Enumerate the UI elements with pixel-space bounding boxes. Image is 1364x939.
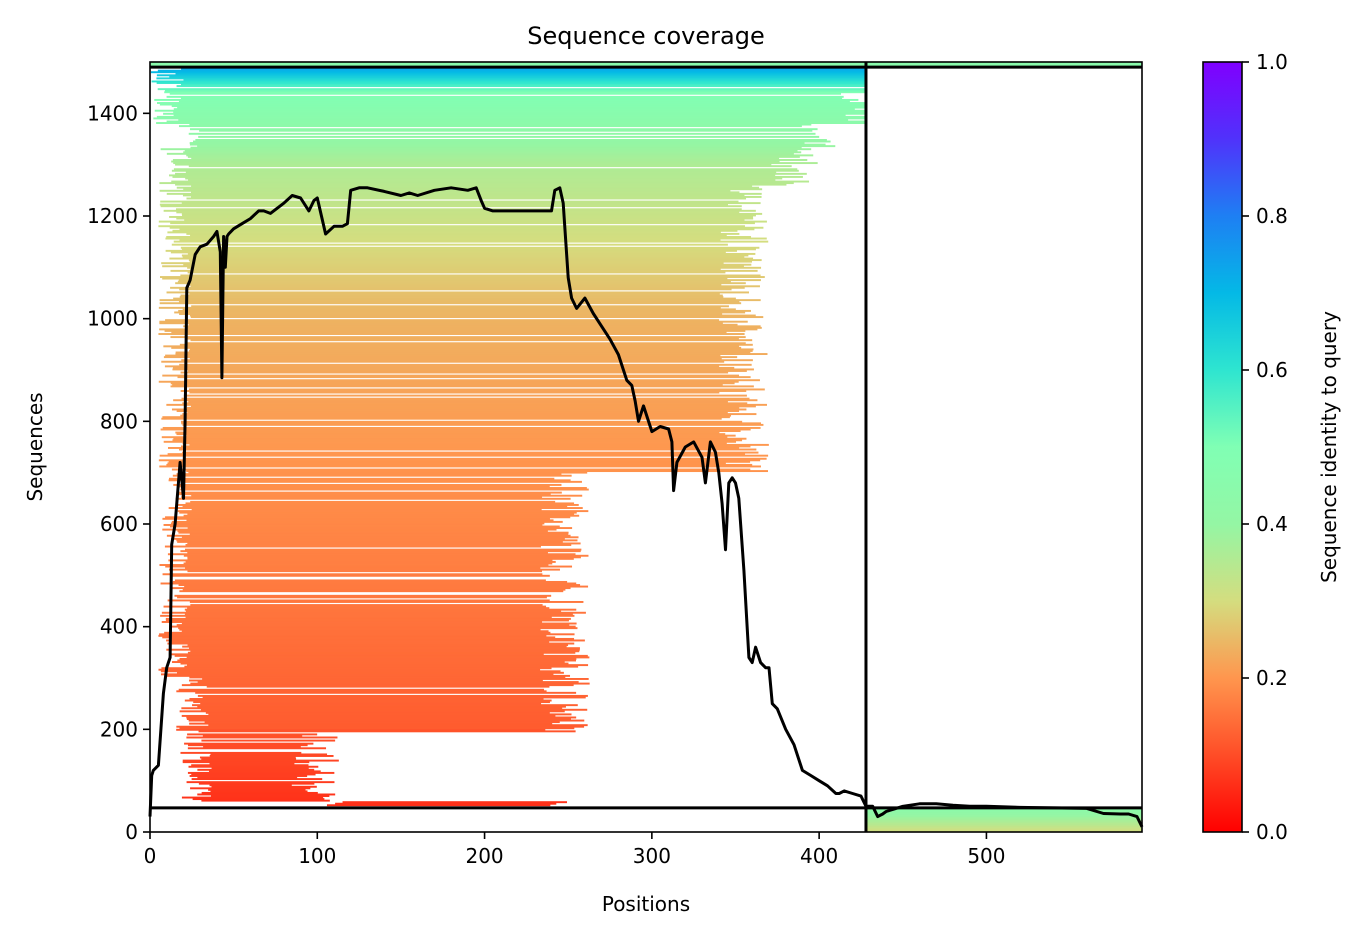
colorbar-tick-label: 0.6 (1256, 358, 1288, 382)
colorbar-tick-label: 1.0 (1256, 50, 1288, 74)
colorbar-axis: 0.0 0.2 0.4 0.6 0.8 1.0 (1242, 50, 1288, 844)
colorbar-tick-label: 0.2 (1256, 666, 1288, 690)
y-tick-label: 400 (100, 615, 138, 639)
chart-title: Sequence coverage (527, 22, 764, 50)
colorbar-tick-label: 0.4 (1256, 512, 1288, 536)
colorbar (1202, 61, 1243, 833)
x-axis: 0 100 200 300 400 500 (144, 832, 1006, 868)
y-tick-label: 800 (100, 409, 138, 433)
coverage-heatmap (150, 62, 1142, 832)
x-tick-label: 400 (800, 844, 838, 868)
y-tick-label: 200 (100, 717, 138, 741)
segment-separators (150, 62, 1142, 832)
y-tick-label: 0 (125, 820, 138, 844)
y-tick-label: 1400 (87, 101, 138, 125)
colorbar-tick-label: 0.0 (1256, 820, 1288, 844)
colorbar-title: Sequence identity to query (1317, 311, 1341, 583)
x-tick-label: 0 (144, 844, 157, 868)
y-axis: 0 200 400 600 800 1000 1200 1400 (87, 101, 150, 844)
y-tick-label: 600 (100, 512, 138, 536)
colorbar-tick-label: 0.8 (1256, 204, 1288, 228)
y-axis-title: Sequences (23, 392, 47, 501)
x-tick-label: 100 (298, 844, 336, 868)
x-tick-label: 300 (633, 844, 671, 868)
y-tick-label: 1000 (87, 307, 138, 331)
x-axis-title: Positions (602, 892, 690, 916)
x-tick-label: 200 (465, 844, 503, 868)
y-tick-label: 1200 (87, 204, 138, 228)
plot-frame (149, 61, 1143, 833)
x-tick-label: 500 (967, 844, 1005, 868)
coverage-line (148, 186, 1144, 828)
